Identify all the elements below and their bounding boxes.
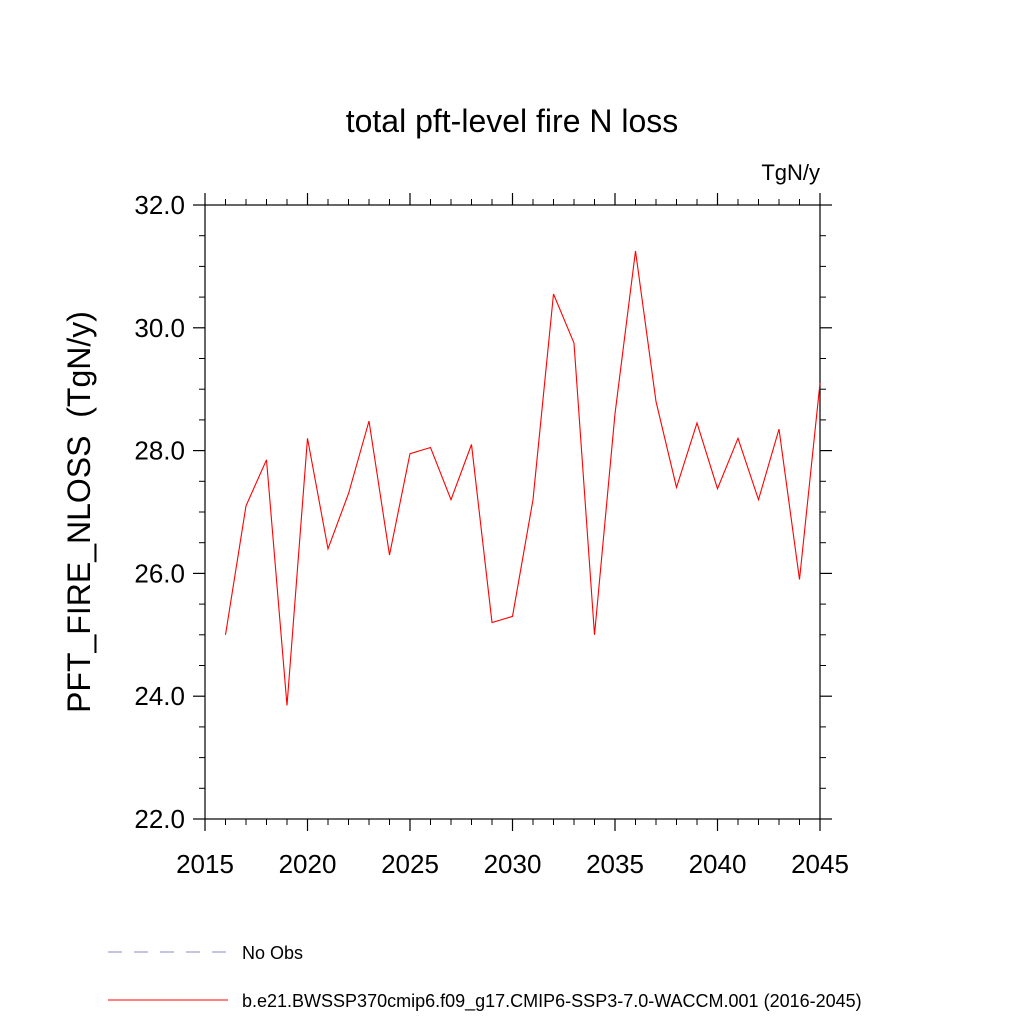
x-axis: 2015 2020 2025 2030 2035 2040 2045 (176, 193, 849, 879)
legend: No Obs b.e21.BWSSP370cmip6.f09_g17.CMIP6-… (108, 943, 862, 1012)
plot-frame (204, 204, 821, 820)
legend-label: No Obs (242, 943, 303, 963)
y-tick-label: 24.0 (134, 681, 185, 711)
y-tick-label: 26.0 (134, 558, 185, 588)
y-axis: 22.0 24.0 26.0 28.0 30.0 32.0 (134, 190, 832, 834)
series-layer (224, 250, 821, 706)
chart-title: total pft-level fire N loss (346, 103, 679, 139)
units-label: TgN/y (761, 160, 820, 185)
y-tick-label: 22.0 (134, 804, 185, 834)
y-axis-label: PFT_FIRE_NLOSS (TgN/y) (61, 311, 97, 713)
x-tick-label: 2025 (381, 849, 439, 879)
x-tick-label: 2030 (484, 849, 542, 879)
x-tick-label: 2020 (279, 849, 337, 879)
y-tick-label: 30.0 (134, 313, 185, 343)
y-tick-label: 28.0 (134, 436, 185, 466)
x-tick-label: 2045 (791, 849, 849, 879)
legend-label: b.e21.BWSSP370cmip6.f09_g17.CMIP6-SSP3-7… (242, 991, 862, 1012)
x-tick-label: 2040 (689, 849, 747, 879)
x-tick-label: 2035 (586, 849, 644, 879)
y-tick-label: 32.0 (134, 190, 185, 220)
series-line (224, 250, 821, 706)
x-tick-label: 2015 (176, 849, 234, 879)
